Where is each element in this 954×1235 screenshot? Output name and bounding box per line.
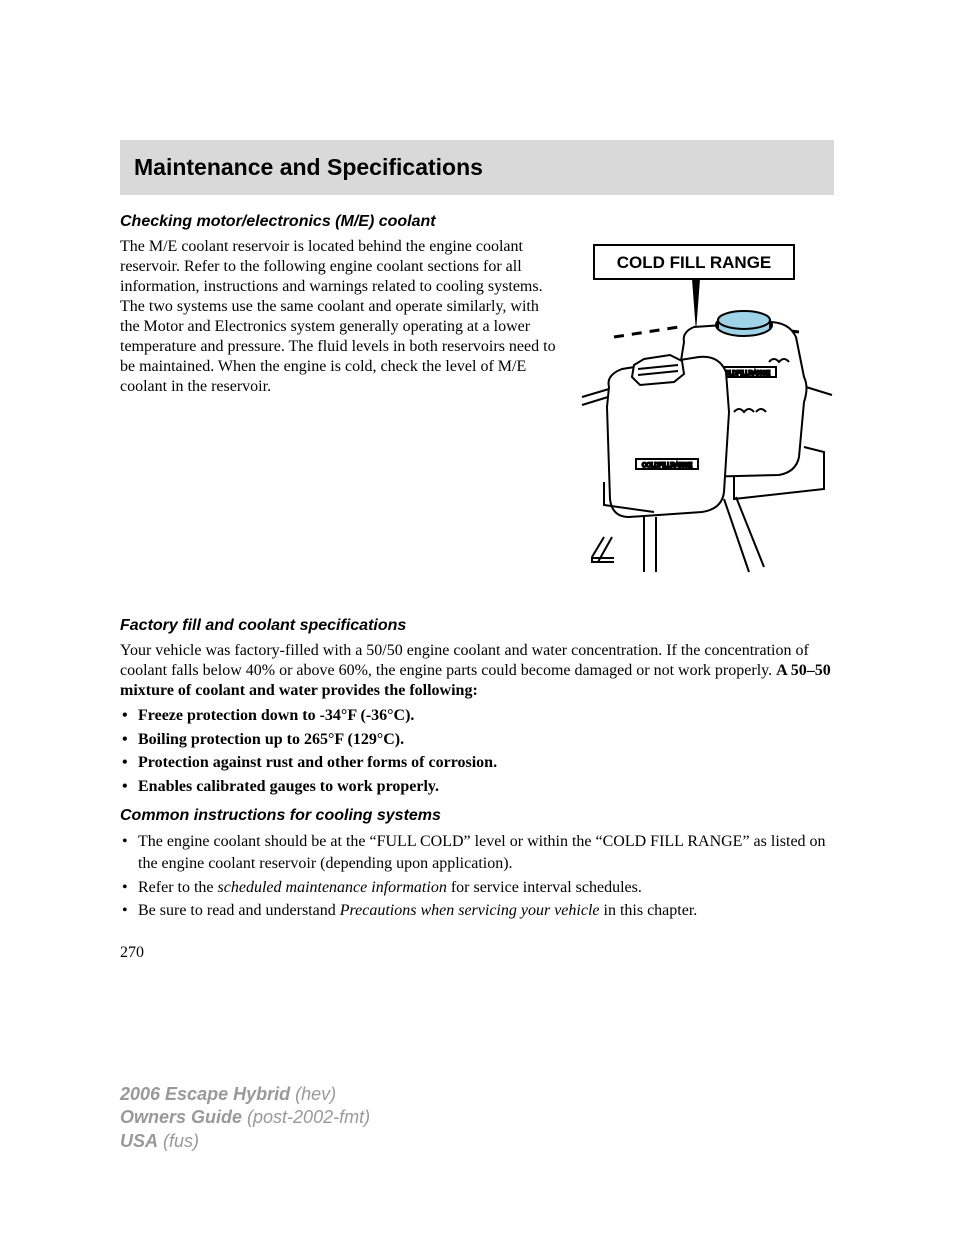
callout-text: COLD FILL RANGE [617,253,772,272]
footer-line-1: 2006 Escape Hybrid (hev) [120,1083,370,1106]
section-title: Maintenance and Specifications [134,154,834,181]
bullet-boiling: Boiling protection up to 265°F (129°C). [120,729,834,751]
two-column-layout: The M/E coolant reservoir is located beh… [120,237,834,577]
bullet-precautions: Be sure to read and understand Precautio… [120,900,834,922]
bullet-gauges: Enables calibrated gauges to work proper… [120,776,834,798]
subhead-common-instructions: Common instructions for cooling systems [120,807,834,825]
me-coolant-text-column: The M/E coolant reservoir is located beh… [120,237,556,577]
factory-fill-body: Your vehicle was factory-filled with a 5… [120,641,834,701]
footer-line-3: USA (fus) [120,1130,370,1153]
page-number: 270 [120,944,834,962]
footer-block: 2006 Escape Hybrid (hev) Owners Guide (p… [120,1083,370,1153]
svg-text:COLDFILLRANGE: COLDFILLRANGE [642,463,692,469]
page-content: Maintenance and Specifications Checking … [0,0,954,962]
subhead-me-coolant: Checking motor/electronics (M/E) coolant [120,213,834,231]
svg-text:COLDFILLRANGE: COLDFILLRANGE [720,371,770,377]
bullet-rust: Protection against rust and other forms … [120,752,834,774]
coolant-reservoir-figure: COLD FILL RANGE COLDFILLRANGE [574,237,834,577]
section-header-bar: Maintenance and Specifications [120,140,834,195]
common-instructions-bullets: The engine coolant should be at the “FUL… [120,831,834,921]
factory-fill-text: Your vehicle was factory-filled with a 5… [120,642,809,679]
mixture-bullets: Freeze protection down to -34°F (-36°C).… [120,705,834,797]
bullet-freeze: Freeze protection down to -34°F (-36°C). [120,705,834,727]
reservoir-diagram-svg: COLD FILL RANGE COLDFILLRANGE [574,237,834,577]
subhead-factory-fill: Factory fill and coolant specifications [120,617,834,635]
me-coolant-body: The M/E coolant reservoir is located beh… [120,237,556,397]
footer-line-2: Owners Guide (post-2002-fmt) [120,1106,370,1129]
bullet-full-cold: The engine coolant should be at the “FUL… [120,831,834,874]
bullet-scheduled-maint: Refer to the scheduled maintenance infor… [120,877,834,899]
